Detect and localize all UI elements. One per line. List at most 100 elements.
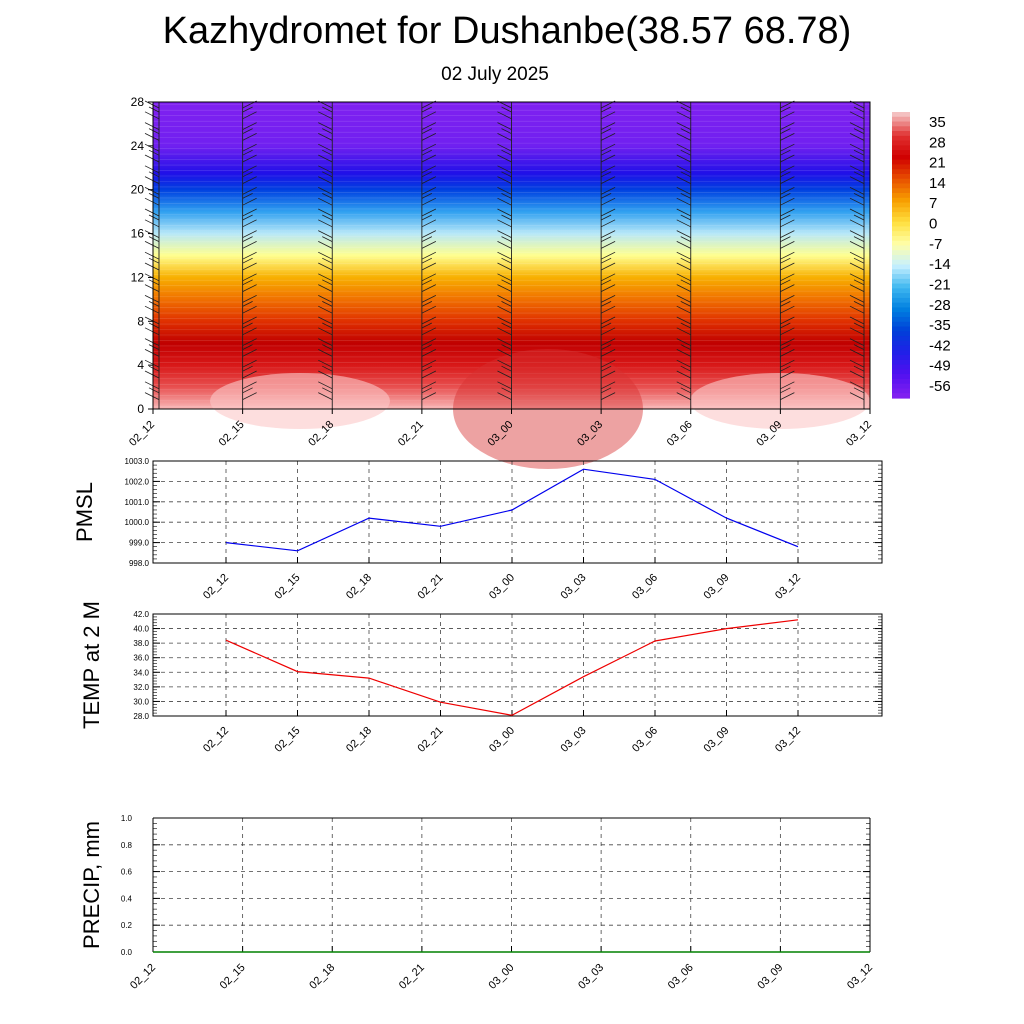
wind-barb [676,305,691,314]
wind-barb [676,230,691,238]
wind-barb [242,273,257,282]
wind-barb [497,316,512,325]
wind-barb [680,322,691,329]
wind-barb [600,365,612,372]
wind-barb [242,106,253,113]
wind-barb [780,133,795,141]
colorbar-swatch [892,264,910,270]
wind-barb [680,279,691,286]
wind-barb [318,230,333,238]
wind-barb [849,165,865,174]
wind-barb [780,193,791,199]
wind-barb [242,392,257,400]
y-tick-label: 1.0 [121,814,133,823]
wind-barb [144,122,160,130]
wind-barb [242,187,257,195]
colorbar-swatch [892,274,910,280]
wind-barb [242,365,253,372]
wind-barb [780,305,795,314]
wind-barb [421,262,437,271]
wind-barb [497,381,512,390]
wind-barb [242,316,257,325]
wind-barb [148,214,160,221]
wind-barb [780,279,791,286]
wind-barb [242,133,257,141]
wind-barb [242,279,253,286]
wind-barb [849,197,865,206]
colorbar-label: 0 [929,216,937,233]
wind-barb [501,149,512,156]
wind-barb [501,193,512,199]
y-tick-label: 30.0 [133,697,149,706]
colorbar-swatch [892,288,910,294]
x-tick-label: 03_09 [755,962,785,992]
wind-barb [322,344,333,350]
wind-barb [853,193,865,199]
x-tick-label: 02_18 [307,962,337,992]
colorbar-swatch [892,388,910,394]
colorbar-swatch [892,202,910,208]
wind-barb [676,133,691,141]
wind-barb [780,284,795,292]
wind-barb [680,106,691,113]
wind-barb [421,236,433,242]
wind-barb [144,381,160,390]
wind-barb [501,257,512,264]
wind-barb [676,392,691,400]
colorbar-swatch [892,221,910,227]
wind-barb [242,322,253,329]
wind-barb [780,111,795,120]
wind-barb [676,241,691,249]
wind-barb [144,176,160,184]
wind-barb [501,128,512,134]
wind-barb [144,316,160,325]
wind-barb [497,241,512,249]
wind-barb [318,133,333,141]
colorbar-swatch [892,235,910,242]
wind-barb [680,171,691,178]
wind-barb [421,370,437,379]
wind-barb [600,301,612,307]
colorbar-swatch [892,173,910,180]
wind-barb [322,301,333,307]
x-tick-label: 02_18 [344,725,374,755]
x-tick-label: 03_03 [559,572,589,602]
wind-barb [780,295,795,303]
colorbar-swatch [892,278,910,285]
wind-barb [780,197,795,206]
x-tick-label: 03_12 [845,962,875,992]
colorbar-label: -21 [929,276,951,293]
wind-barb [676,370,691,379]
wind-barb [849,370,865,379]
colorbar-swatch [892,183,910,189]
wind-barb [497,154,512,163]
y-tick-label: 24 [131,139,145,153]
wind-barb [600,295,616,303]
wind-barb [780,257,791,264]
wind-barb [242,338,257,346]
wind-barb [242,128,253,134]
colorbar-swatch [892,112,910,118]
colorbar-swatch [892,178,910,185]
wind-barb [318,327,333,336]
x-tick-label: 03_00 [487,725,517,755]
wind-barb [600,193,612,199]
wind-barb [322,236,333,242]
wind-barb [144,143,160,152]
x-tick-label: 03_00 [487,572,517,602]
colorbar-swatch [892,297,910,304]
data-line [225,468,799,552]
wind-barb [600,197,616,206]
wind-barb [148,279,160,286]
wind-barb [421,187,437,195]
panel-frame [152,460,883,564]
y-tick-label: 28.0 [133,712,149,721]
colorbar-swatch [892,316,910,323]
wind-barb [421,241,437,249]
wind-barb [600,322,612,329]
x-tick-label: 03_00 [487,962,517,992]
wind-barb [676,284,691,292]
wind-barb [421,176,437,184]
wind-barb [853,149,865,156]
